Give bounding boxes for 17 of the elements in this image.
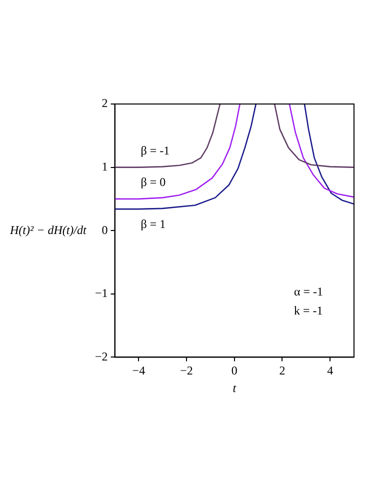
y-tick-label: −2 (94, 349, 108, 364)
x-tick-label: 2 (279, 364, 286, 378)
y-tick-label: 1 (102, 159, 108, 174)
y-tick-label: 2 (102, 96, 108, 110)
series-label: β = -1 (140, 143, 170, 158)
series-label: β = 0 (140, 175, 166, 190)
annotation: k = -1 (294, 303, 323, 318)
x-tick-label: −2 (180, 364, 193, 378)
annotation: α = -1 (294, 284, 324, 298)
y-tick-label: −1 (94, 286, 108, 300)
series-label: β = 1 (140, 217, 166, 232)
x-axis-title: t (232, 380, 237, 395)
x-tick-label: −4 (132, 364, 146, 378)
y-tick-label: 0 (102, 222, 108, 237)
x-tick-label: 0 (231, 364, 238, 378)
y-axis-title: H(t)² − dH(t)/dt (9, 222, 88, 237)
x-tick-label: 4 (327, 364, 334, 378)
